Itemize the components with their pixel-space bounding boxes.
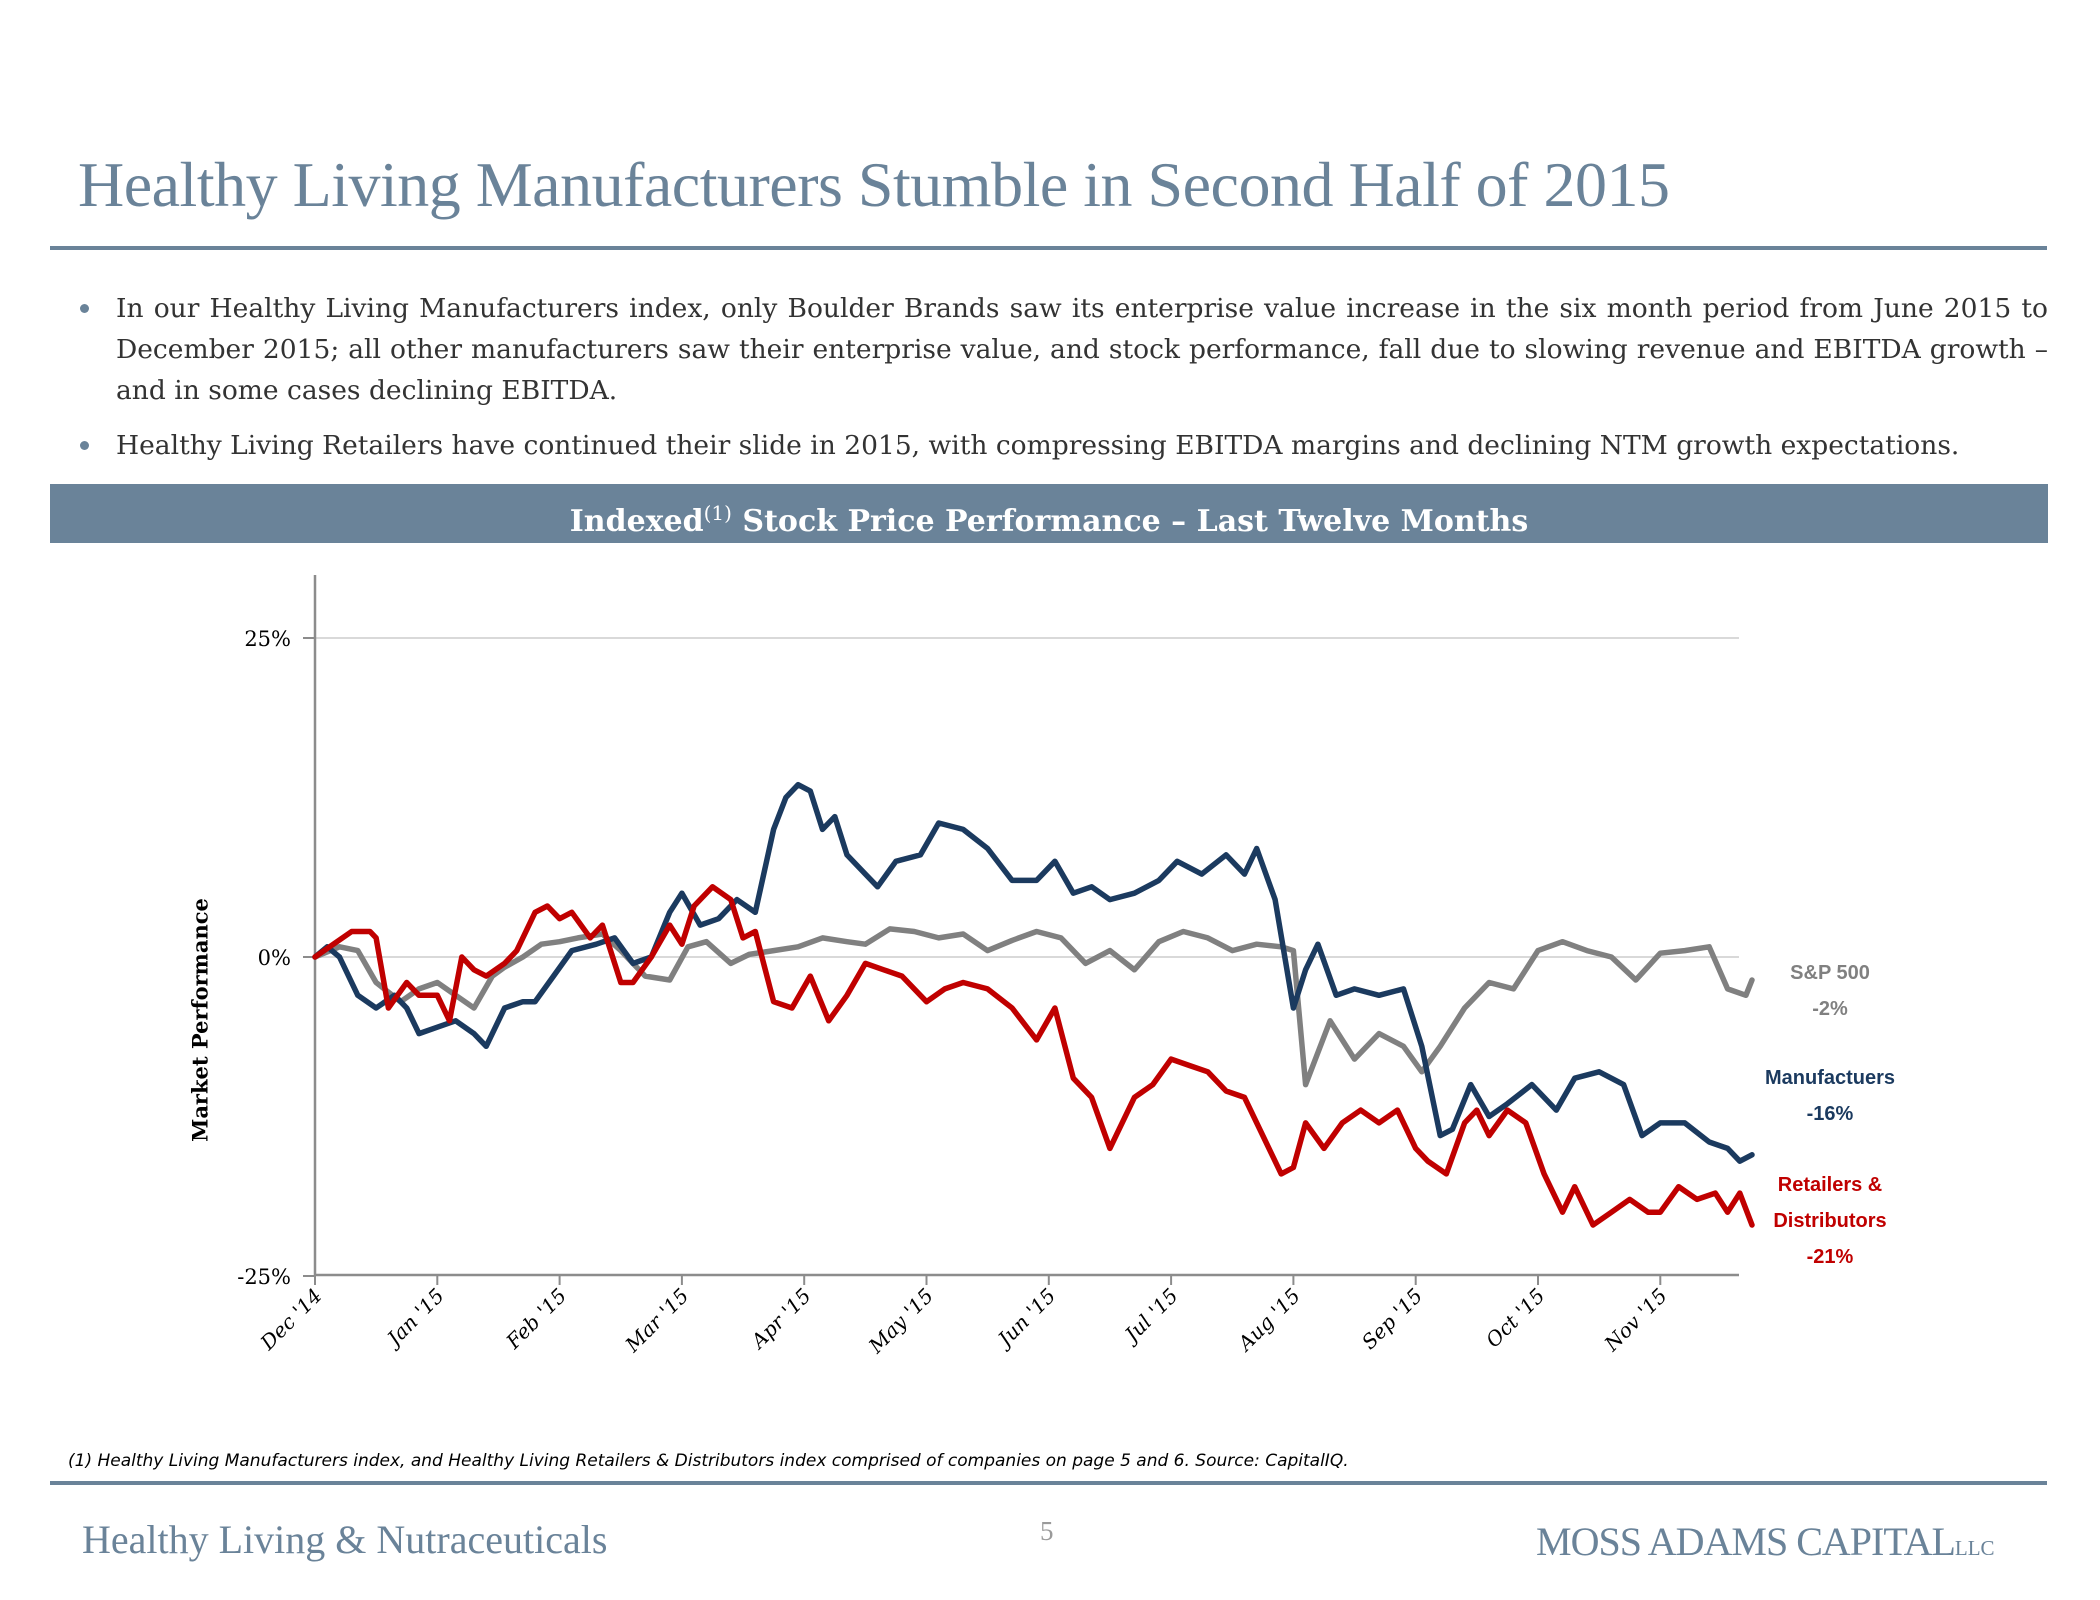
banner-prefix: Indexed [569, 504, 704, 539]
x-tick-label: Aug '15 [1232, 1284, 1305, 1357]
x-tick-label: Dec '14 [255, 1284, 327, 1356]
bullet-item: Healthy Living Retailers have continued … [80, 425, 2048, 466]
legend-manufacturers-name: Manufactuers [1764, 1067, 1896, 1089]
x-tick-label: May '15 [863, 1284, 938, 1359]
x-tick-label: Apr '15 [745, 1284, 816, 1355]
y-tick-label: 25% [244, 627, 291, 651]
series-sp500-line [312, 926, 1755, 1088]
legend-sp500: S&P 500 -2% [1720, 955, 1940, 1027]
x-tick-label: Jan '15 [379, 1284, 448, 1353]
footer-divider [50, 1481, 2047, 1485]
legend-retailers-value: -21% [1806, 1246, 1854, 1268]
chart-title-banner: Indexed(1) Stock Price Performance – Las… [50, 484, 2048, 543]
bullet-list: In our Healthy Living Manufacturers inde… [80, 288, 2048, 480]
legend-retailers-name-1: Retailers & [1777, 1174, 1883, 1196]
legend-manufacturers-value: -16% [1806, 1103, 1854, 1125]
footnote: (1) Healthy Living Manufacturers index, … [68, 1451, 1349, 1471]
bullet-text: In our Healthy Living Manufacturers inde… [116, 293, 2048, 406]
legend-retailers: Retailers & Distributors -21% [1720, 1167, 1940, 1275]
x-tick-label: Mar '15 [620, 1284, 694, 1358]
x-tick-label: Sep '15 [1357, 1284, 1427, 1354]
bullet-item: In our Healthy Living Manufacturers inde… [80, 288, 2048, 411]
bullet-dot-icon [80, 441, 89, 450]
line-chart: 25% 0% -25%Dec '14 Jan '15 Feb '15 Mar '15 Apr… [237, 575, 1755, 1359]
banner-suffix: Stock Price Performance – Last Twelve Mo… [731, 504, 1529, 539]
y-tick-label: -25% [237, 1265, 291, 1289]
legend-manufacturers: Manufactuers -16% [1720, 1060, 1940, 1132]
x-tick-label: Oct '15 [1481, 1284, 1550, 1353]
brand-name: MOSS ADAMS CAPITAL [1536, 1519, 1956, 1564]
legend-sp500-name: S&P 500 [1790, 962, 1870, 984]
x-tick-label: Feb '15 [501, 1284, 572, 1355]
banner-footnote-ref: (1) [703, 501, 732, 525]
legend-retailers-name-2: Distributors [1773, 1210, 1887, 1232]
brand-suffix: LLC [1954, 1536, 1995, 1560]
x-tick-label: Nov '15 [1599, 1284, 1672, 1357]
x-tick-label: Jul '15 [1117, 1284, 1182, 1349]
series-manufacturers-line [312, 781, 1755, 1164]
bullet-dot-icon [80, 304, 89, 313]
footer-section-name: Healthy Living & Nutraceuticals [82, 1517, 608, 1562]
series-retailers-line [312, 884, 1755, 1228]
y-tick-label: 0% [258, 946, 291, 970]
x-tick-label: Jun '15 [990, 1284, 1060, 1354]
page-title: Healthy Living Manufacturers Stumble in … [78, 149, 1670, 220]
title-divider [50, 246, 2047, 250]
brand-logo: MOSS ADAMS CAPITALLLC [1536, 1518, 1995, 1565]
bullet-text: Healthy Living Retailers have continued … [116, 430, 1960, 461]
legend-sp500-value: -2% [1812, 998, 1848, 1020]
page-number: 5 [1040, 1516, 1054, 1546]
